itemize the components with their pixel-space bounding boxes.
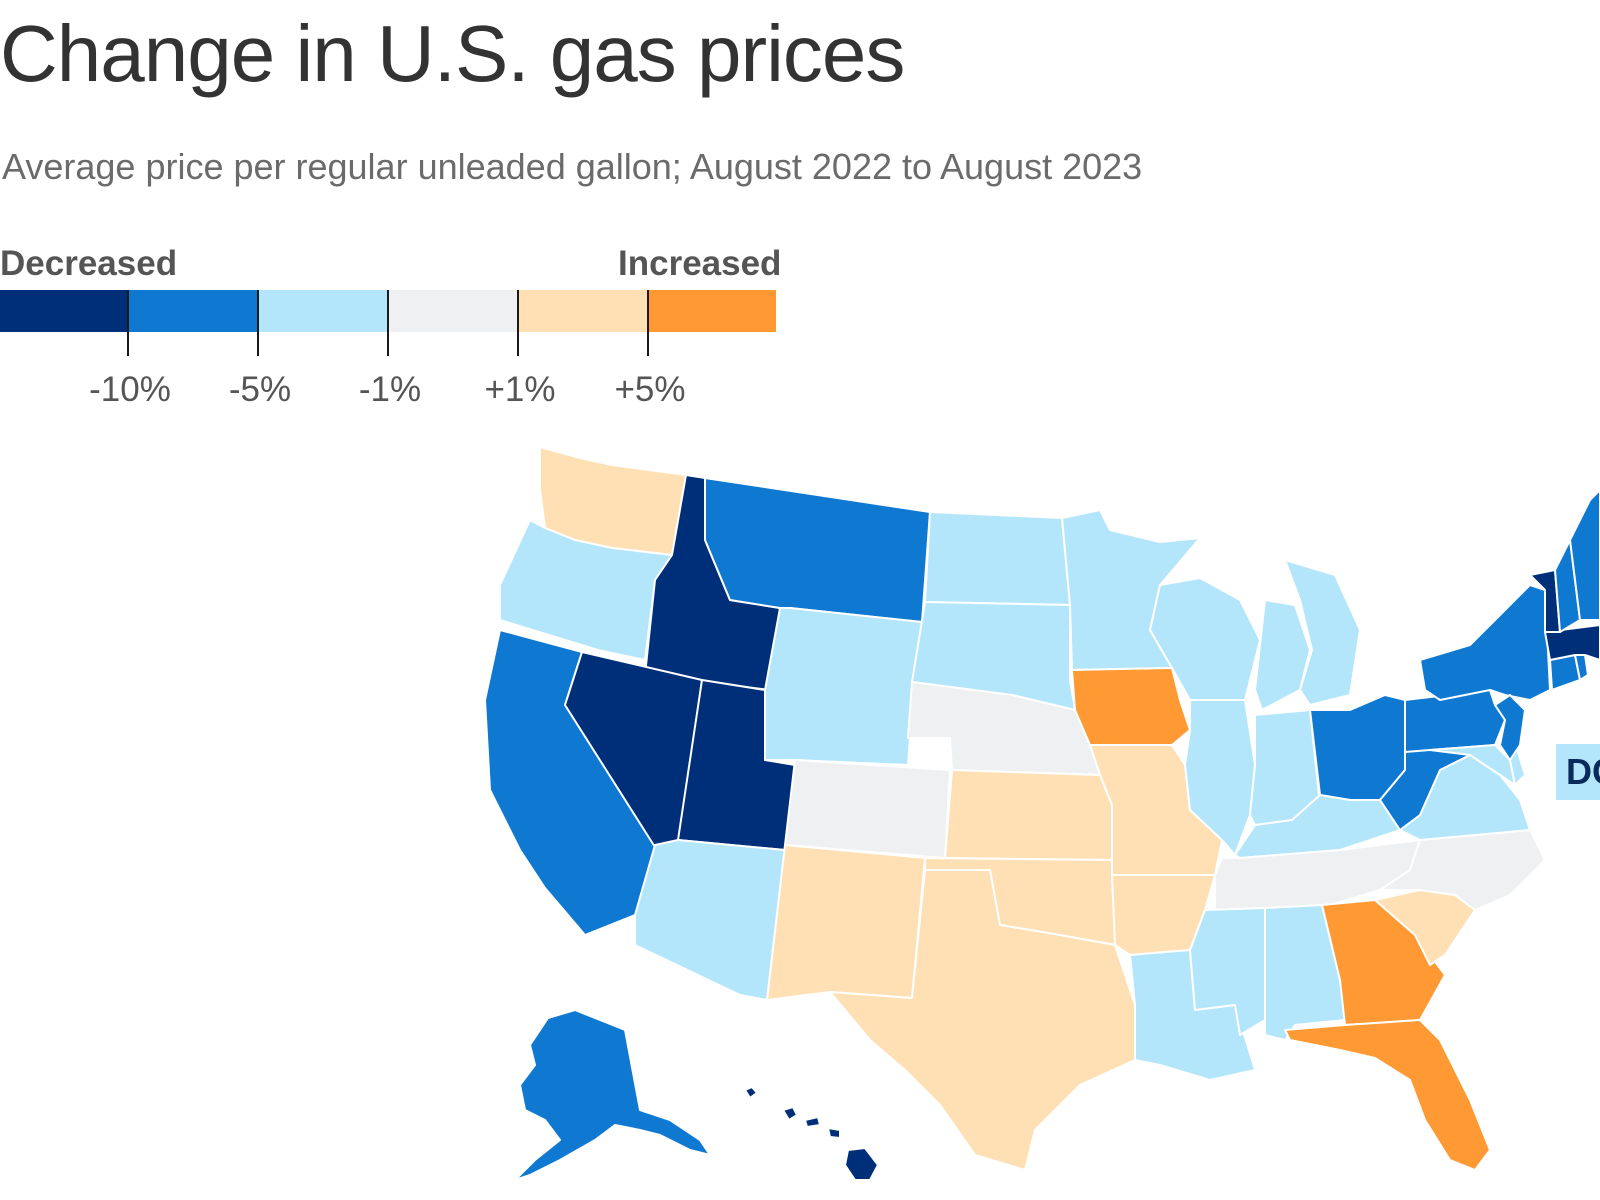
legend-decreased-label: Decreased	[0, 244, 178, 283]
state-ND[interactable]	[924, 511, 1071, 606]
legend-tick-label: -1%	[358, 370, 422, 409]
legend-tick-label: -10%	[89, 370, 171, 409]
legend-bin-inc1	[517, 290, 647, 332]
legend-tick-mark	[647, 290, 649, 356]
legend-bin-flat	[387, 290, 518, 332]
legend-increased-label: Increased	[618, 244, 782, 283]
state-MO[interactable]	[1089, 744, 1223, 876]
legend-tick-label: -5%	[228, 370, 292, 409]
state-MT[interactable]	[704, 477, 931, 623]
legend-bin-dec5	[129, 290, 259, 332]
state-HI[interactable]	[744, 1086, 879, 1181]
chart-subtitle: Average price per regular unleaded gallo…	[2, 146, 1143, 187]
state-AK[interactable]	[514, 1009, 711, 1181]
state-VT[interactable]	[1529, 569, 1561, 633]
legend-tick-mark	[257, 290, 259, 356]
legend-tick-mark	[127, 290, 129, 356]
state-PA[interactable]	[1404, 689, 1506, 753]
legend-tick-label: +1%	[484, 370, 556, 409]
state-OR[interactable]	[499, 519, 673, 661]
state-TN[interactable]	[1214, 839, 1421, 911]
state-OH[interactable]	[1309, 694, 1406, 801]
state-KS[interactable]	[944, 769, 1113, 861]
state-IL[interactable]	[1184, 699, 1256, 856]
state-TX[interactable]	[829, 869, 1136, 1171]
legend-bin-dec10	[0, 290, 130, 332]
state-AZ[interactable]	[634, 839, 786, 1001]
state-NY[interactable]	[1419, 584, 1551, 701]
state-NM[interactable]	[766, 844, 926, 1001]
dc-callout[interactable]: DC	[1556, 744, 1600, 800]
legend-tick-mark	[517, 290, 519, 356]
legend-bin-dec1	[258, 290, 388, 332]
state-WY[interactable]	[764, 607, 923, 766]
state-ME[interactable]	[1569, 489, 1600, 621]
state-MA[interactable]	[1544, 624, 1600, 661]
state-CO[interactable]	[784, 759, 951, 859]
state-NJ[interactable]	[1494, 694, 1526, 761]
legend-tick-mark	[387, 290, 389, 356]
state-IA[interactable]	[1071, 667, 1191, 746]
chart-title: Change in U.S. gas prices	[0, 9, 905, 98]
legend-tick-label: +5%	[614, 370, 686, 409]
state-MI[interactable]	[1254, 559, 1361, 711]
state-NC[interactable]	[1379, 829, 1546, 911]
state-FL[interactable]	[1284, 1019, 1491, 1171]
legend-color-scale	[0, 290, 776, 332]
legend-bin-inc5	[646, 290, 776, 332]
